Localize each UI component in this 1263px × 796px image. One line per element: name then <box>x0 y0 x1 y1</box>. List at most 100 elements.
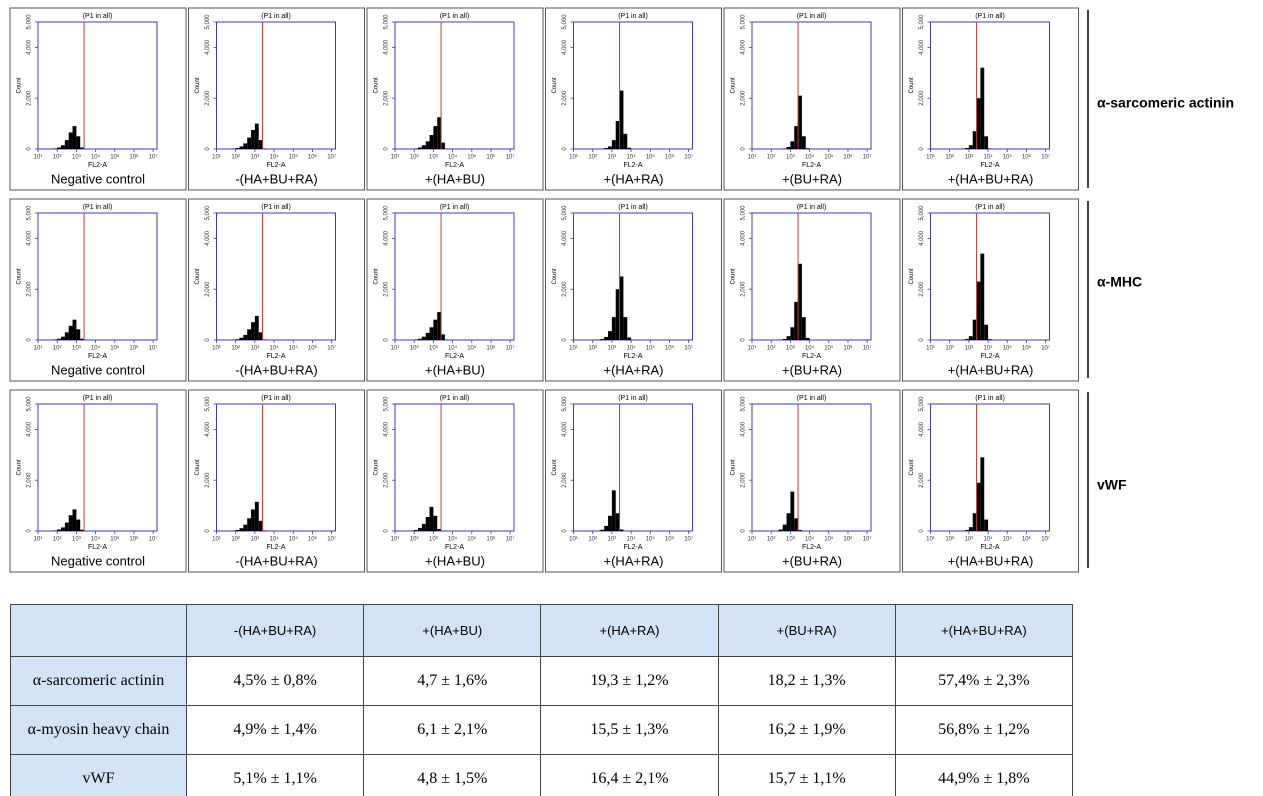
panel-caption: +(HA+RA) <box>604 362 664 377</box>
y-tick-label: 0 <box>384 338 390 342</box>
histogram-bar <box>72 126 77 149</box>
panel-title: (P1 in all) <box>440 13 470 20</box>
histogram-bar <box>980 457 985 531</box>
x-tick-label: 10⁶ <box>308 345 318 352</box>
x-tick-label: 10⁶ <box>665 536 675 543</box>
histogram-bar <box>611 490 616 531</box>
x-tick-label: 10³ <box>251 346 260 352</box>
y-tick-label: 0 <box>27 529 33 533</box>
x-tick-label: 10⁶ <box>129 345 139 352</box>
x-tick-label: 10³ <box>429 346 438 352</box>
histogram-bar <box>984 136 989 149</box>
x-tick-label: 10⁵ <box>467 345 477 352</box>
histogram-bar <box>798 529 802 531</box>
x-tick-label: 10¹ <box>391 155 400 161</box>
x-tick-label: 10⁴ <box>626 154 636 161</box>
histogram-bar <box>608 331 612 340</box>
y-tick-label: 4,000 <box>562 421 568 437</box>
panel-caption: +(HA+BU+RA) <box>948 171 1034 186</box>
y-tick-label: 5,000 <box>562 205 568 221</box>
panel-title: (P1 in all) <box>440 204 470 211</box>
histogram-bar <box>984 324 989 340</box>
table-cell: -(HA+BU+RA) <box>185 604 365 657</box>
x-tick-label: 10⁵ <box>824 536 834 543</box>
plot-area <box>394 212 515 341</box>
histogram-bar <box>794 301 799 340</box>
x-tick-label: 10⁷ <box>863 536 872 543</box>
histogram-bar <box>425 141 430 149</box>
histogram-bar <box>786 146 791 149</box>
y-tick-label: 0 <box>741 147 747 151</box>
x-axis-label: FL2-A <box>88 544 107 551</box>
panel-title: (P1 in all) <box>618 204 648 211</box>
x-axis-label: FL2-A <box>623 162 642 169</box>
x-tick-label: 10⁷ <box>863 154 872 161</box>
histogram-bar <box>972 513 977 531</box>
panel-title: (P1 in all) <box>83 395 113 402</box>
x-tick-label: 10⁷ <box>506 345 515 352</box>
x-tick-label: 10³ <box>72 537 81 543</box>
table-cell: 4,9% ± 1,4% <box>185 705 365 755</box>
histogram-bar <box>988 339 992 340</box>
y-axis-label: Count <box>17 268 23 284</box>
y-tick-label: 2,000 <box>27 472 33 488</box>
histogram-bar <box>414 148 419 149</box>
panel-caption: +(BU+RA) <box>782 553 842 568</box>
histogram-bar <box>988 148 992 149</box>
y-tick-label: 4,000 <box>919 39 925 55</box>
x-tick-label: 10¹ <box>212 346 221 352</box>
y-tick-label: 2,000 <box>919 90 925 106</box>
x-tick-label: 10² <box>410 155 419 161</box>
y-tick-label: 2,000 <box>27 281 33 297</box>
y-tick-label: 0 <box>562 338 568 342</box>
row-label: α-MHC <box>1097 274 1142 290</box>
plot-area <box>37 403 158 532</box>
histogram-bar <box>778 529 783 531</box>
y-axis-label: Count <box>909 77 915 93</box>
y-axis-label: Count <box>195 77 201 93</box>
panel-title: (P1 in all) <box>261 13 291 20</box>
histogram-bar <box>441 142 445 149</box>
histogram-bar <box>608 146 612 149</box>
x-tick-label: 10⁷ <box>149 154 158 161</box>
x-tick-label: 10⁵ <box>824 154 834 161</box>
y-tick-label: 5,000 <box>741 396 747 412</box>
x-tick-label: 10⁵ <box>467 536 477 543</box>
histogram-bar <box>604 336 609 340</box>
histogram-bar <box>611 317 616 340</box>
table-body: -(HA+BU+RA) +(HA+BU) +(HA+RA) +(BU+RA) +(HA+… <box>10 604 1074 796</box>
histogram-bar <box>425 517 430 531</box>
results-table: -(HA+BU+RA) +(HA+BU) +(HA+RA) +(BU+RA) +(HA+… <box>10 604 1074 796</box>
plot-area <box>216 212 336 341</box>
x-tick-label: 10³ <box>965 346 974 352</box>
y-axis-label: Count <box>552 77 558 93</box>
y-tick-label: 0 <box>205 147 211 151</box>
panel-caption: -(HA+BU+RA) <box>235 553 317 568</box>
histogram-bar <box>433 515 438 531</box>
x-tick-label: 10⁵ <box>289 536 299 543</box>
histogram-bar <box>805 337 810 340</box>
histogram-bar <box>258 140 263 149</box>
x-axis-label: FL2-A <box>802 162 821 169</box>
histogram-bar <box>976 482 981 531</box>
x-tick-label: 10³ <box>608 155 617 161</box>
panel-caption: Negative control <box>51 553 145 568</box>
x-tick-label: 10⁶ <box>486 154 496 161</box>
x-tick-label: 10⁴ <box>448 345 458 352</box>
y-tick-label: 5,000 <box>205 14 211 30</box>
histogram-bar <box>243 334 248 340</box>
x-tick-label: 10² <box>53 346 62 352</box>
x-tick-label: 10³ <box>429 537 438 543</box>
x-tick-label: 10¹ <box>212 537 221 543</box>
panel-title: (P1 in all) <box>975 204 1005 211</box>
histogram-bar <box>615 513 620 531</box>
histogram-bar <box>619 276 624 340</box>
plot-area <box>37 21 158 150</box>
y-tick-label: 5,000 <box>919 396 925 412</box>
y-tick-label: 4,000 <box>384 421 390 437</box>
y-tick-label: 2,000 <box>562 472 568 488</box>
y-tick-label: 2,000 <box>741 90 747 106</box>
x-tick-label: 10¹ <box>391 537 400 543</box>
table-cell: +(HA+RA) <box>540 604 719 657</box>
y-tick-label: 4,000 <box>562 230 568 246</box>
